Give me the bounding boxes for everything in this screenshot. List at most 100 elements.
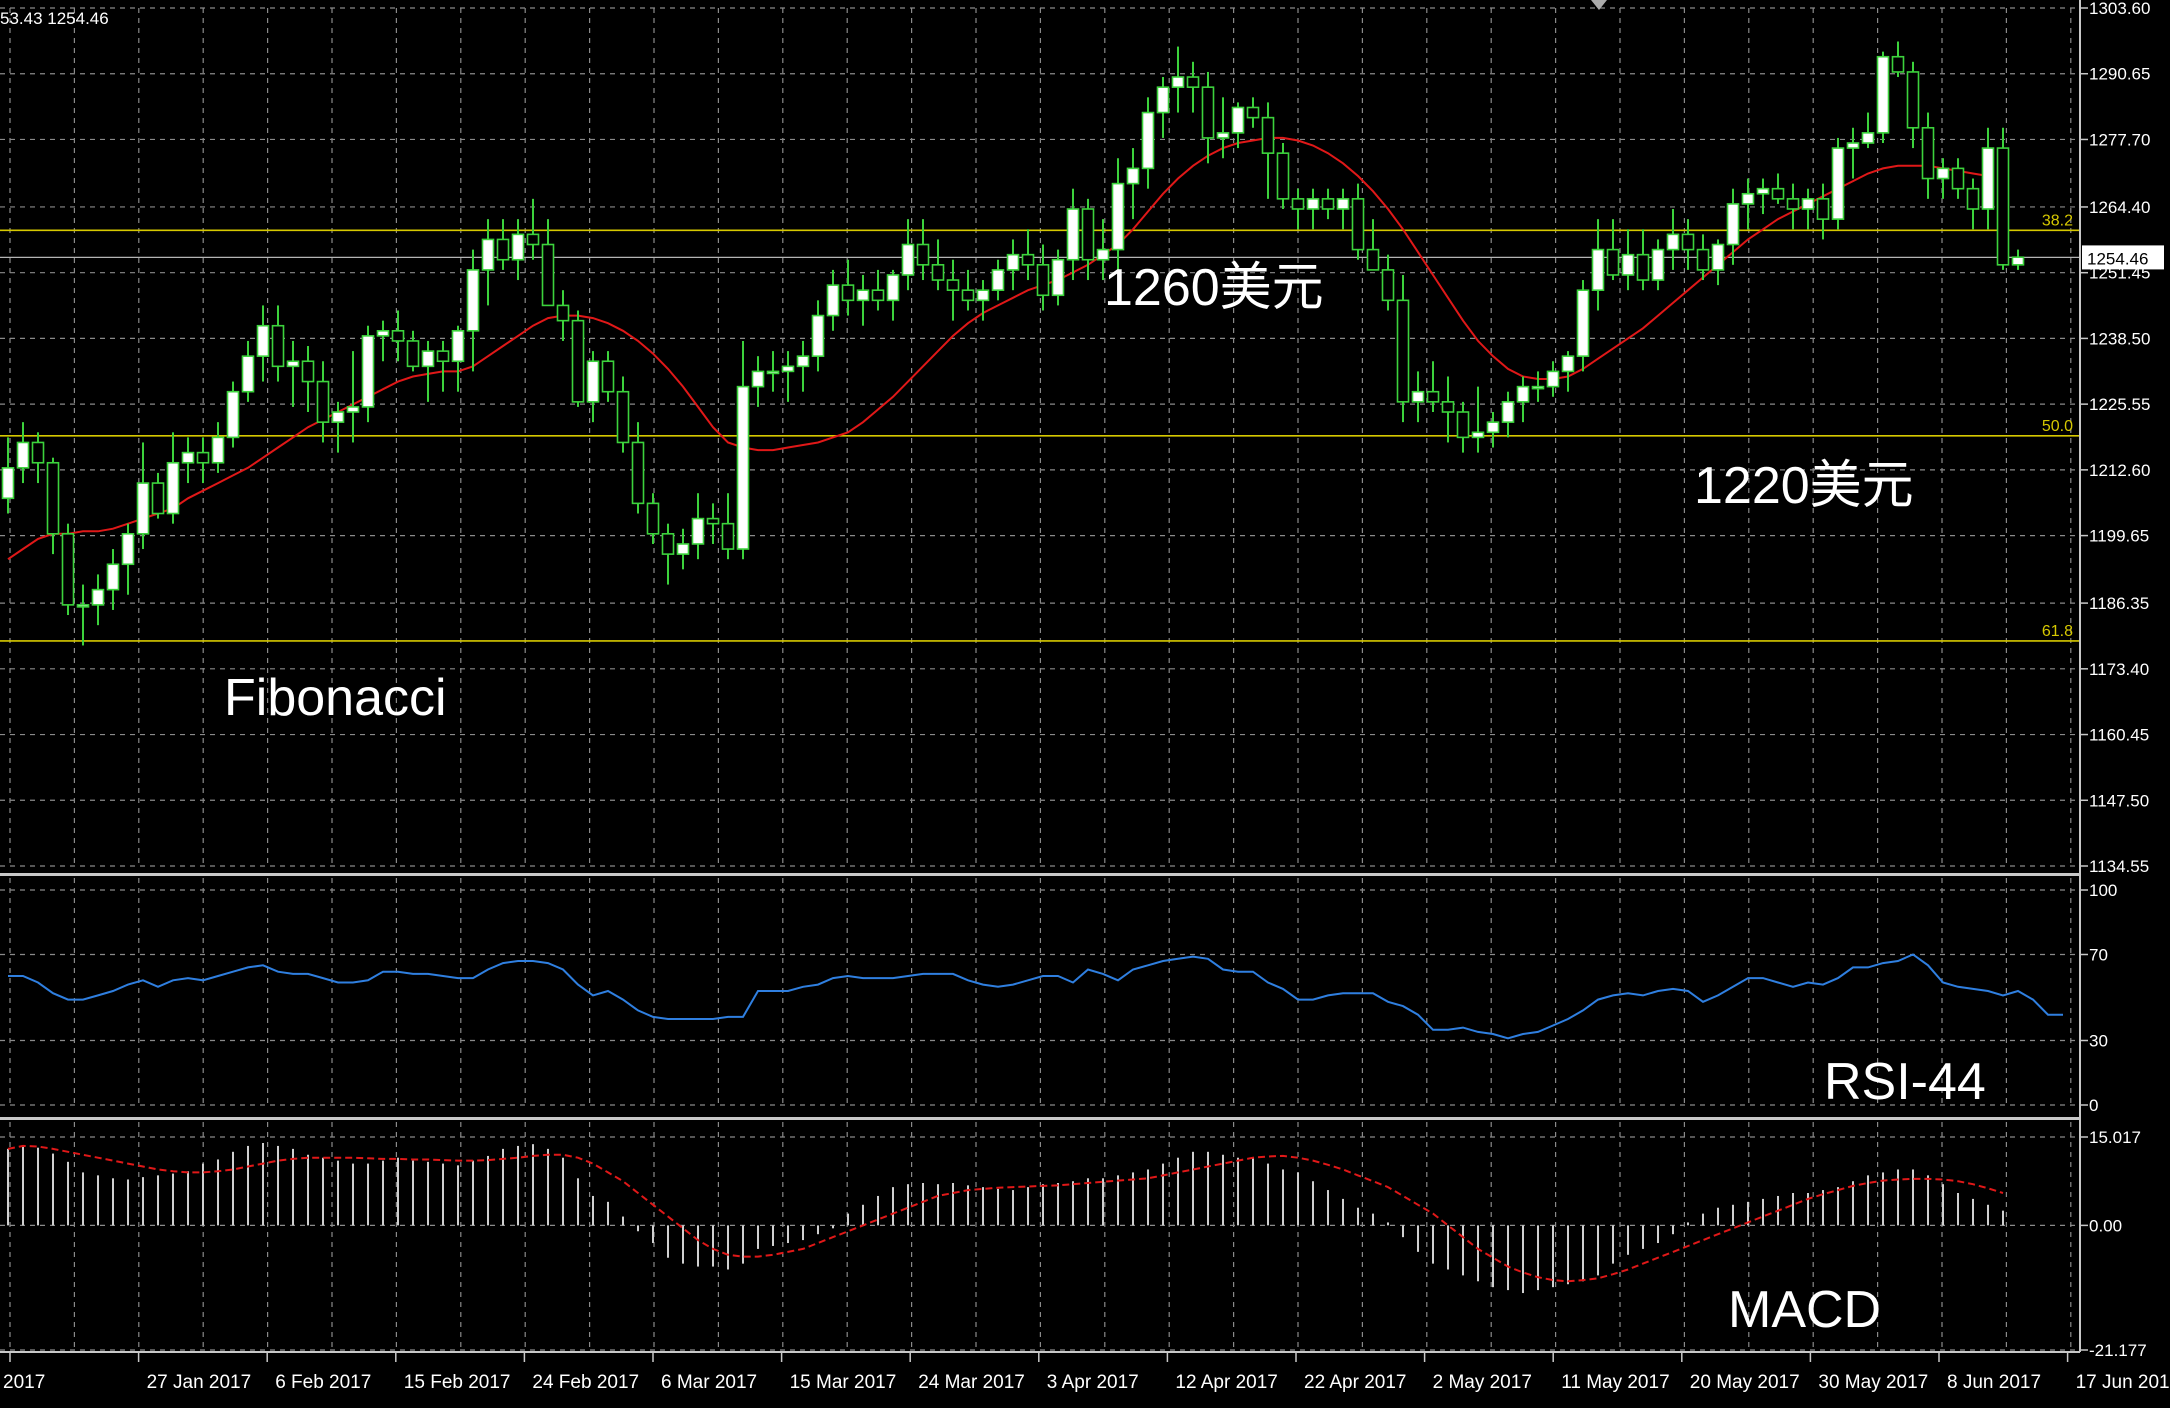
rsi-series [8, 953, 2063, 1040]
candle [601, 351, 615, 402]
candle [1966, 178, 1980, 230]
price-tick-label: 1160.45 [2089, 726, 2149, 745]
candle [1906, 61, 1920, 149]
candle-body [1696, 248, 1710, 271]
candle [1846, 127, 1860, 179]
date-tick-label: 6 Feb 2017 [275, 1372, 371, 1393]
candle-body [1201, 86, 1215, 139]
candle-body [466, 269, 480, 332]
date-tick-label: 11 May 2017 [1561, 1372, 1669, 1393]
candle [1231, 102, 1245, 149]
macd-histogram [7, 1142, 2004, 1294]
candle [1381, 254, 1395, 311]
candle [1831, 137, 1845, 230]
candle [811, 300, 825, 372]
candle [1921, 112, 1935, 199]
candle [466, 249, 480, 372]
candle-body [1261, 116, 1275, 154]
candle [946, 259, 960, 321]
date-tick-label: 15 Feb 2017 [404, 1372, 511, 1393]
candle-body [1036, 264, 1050, 297]
candle [16, 422, 30, 484]
candle-body [211, 436, 225, 464]
candle-body [1471, 431, 1485, 439]
panel-separator [0, 1117, 2080, 1120]
candle [346, 351, 360, 443]
macd-tick-label: -21.177 [2089, 1341, 2147, 1360]
level-1220-label: 1220美元 [1694, 457, 1914, 515]
candle-body [1231, 106, 1245, 134]
candle-body [61, 533, 75, 606]
candle-body [1111, 182, 1125, 251]
candle-body [286, 360, 300, 368]
candle [631, 422, 645, 514]
candle [1591, 219, 1605, 311]
candle-body [571, 319, 585, 403]
candle-body [1456, 411, 1470, 439]
candle-body [991, 269, 1005, 291]
candle [1741, 178, 1755, 230]
candle-body [1846, 142, 1860, 149]
candle [46, 457, 60, 555]
candle-body [661, 533, 675, 555]
candle [1066, 188, 1080, 281]
candle [1756, 178, 1770, 215]
current-price-tag [2082, 245, 2164, 270]
candle-body [1411, 390, 1425, 403]
candle-body [1321, 198, 1335, 210]
candle-body [1516, 385, 1530, 403]
candle [511, 219, 525, 281]
candle [1096, 219, 1110, 281]
candle-body [1996, 147, 2010, 266]
candle [151, 472, 165, 519]
candle [1516, 376, 1530, 423]
candle [91, 574, 105, 626]
candle [391, 310, 405, 362]
candle-body [586, 360, 600, 403]
candle [1996, 127, 2010, 270]
fibonacci-label: Fibonacci [224, 669, 447, 727]
candle [976, 280, 990, 321]
candle-body [1486, 421, 1500, 434]
candle [1426, 361, 1440, 413]
candle [796, 340, 810, 392]
candle-body [1531, 385, 1545, 390]
candle-body [301, 360, 315, 383]
macd-signal-line [7, 1144, 2004, 1283]
candle-body [241, 355, 255, 393]
candle [1261, 102, 1275, 199]
candle-body [31, 441, 45, 464]
candle [1186, 61, 1200, 113]
candle [1891, 41, 1905, 78]
candle [256, 305, 270, 382]
candle [961, 269, 975, 311]
candle [196, 437, 210, 484]
candle [1681, 219, 1695, 270]
candle-body [91, 588, 105, 606]
candle-body [436, 350, 450, 363]
candle-body [1351, 198, 1365, 251]
candle [616, 376, 630, 453]
candle-body [76, 604, 90, 608]
candle [826, 269, 840, 331]
candle [1156, 77, 1170, 138]
rsi-tick-label: 100 [2089, 881, 2117, 900]
date-tick-label: 15 Mar 2017 [790, 1372, 897, 1393]
candle-body [1816, 198, 1830, 220]
candle-body [1171, 76, 1185, 88]
candle [1636, 229, 1650, 291]
date-tick-label: 2 May 2017 [1433, 1372, 1532, 1393]
candle-body [1666, 233, 1680, 251]
candle-body [121, 533, 135, 566]
candle-body [496, 238, 510, 261]
candle [1801, 188, 1815, 230]
candle [271, 305, 285, 382]
candle-body [1906, 71, 1920, 129]
date-tick-label: 12 Apr 2017 [1175, 1372, 1277, 1393]
candle-body [1441, 401, 1455, 413]
candle-body [1921, 126, 1935, 180]
candle-body [1156, 86, 1170, 114]
date-tick-label: 8 Jun 2017 [1947, 1372, 2041, 1393]
candle [2011, 249, 2025, 270]
candle [646, 493, 660, 544]
